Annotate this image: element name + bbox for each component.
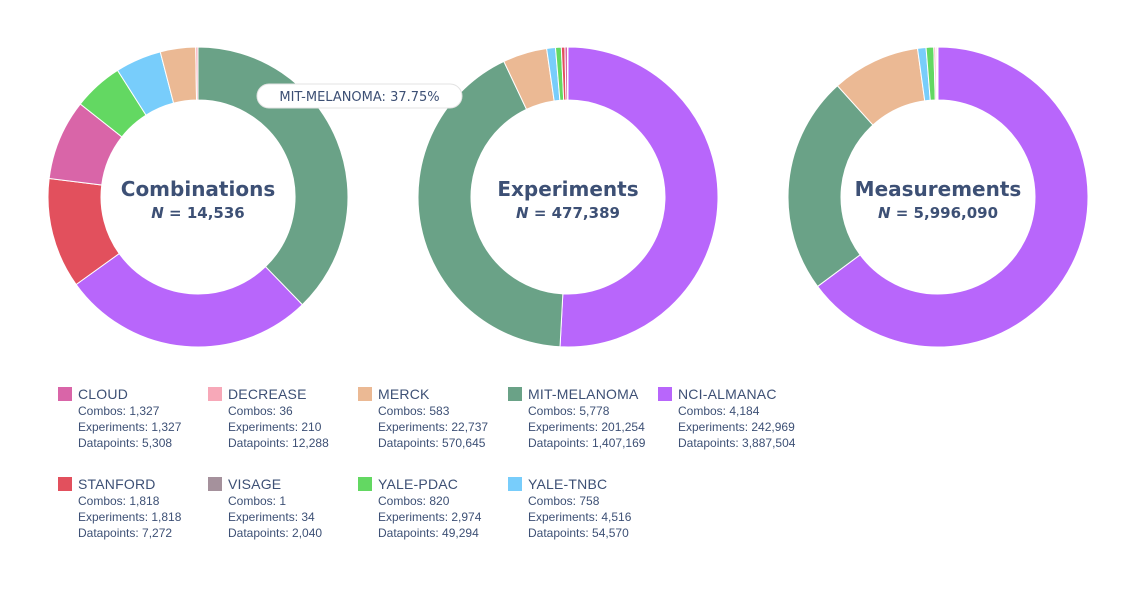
- legend-datapoints: Datapoints: 570,645: [378, 436, 486, 450]
- legend-label: CLOUD: [78, 386, 129, 402]
- legend-item-yale-pdac[interactable]: YALE-PDAC Combos: 820 Experiments: 2,974 Da…: [358, 475, 503, 541]
- legend-experiments: Experiments: 1,327: [78, 420, 182, 434]
- legend-item-cloud[interactable]: CLOUD Combos: 1,327 Experiments: 1,327 Data…: [58, 385, 203, 451]
- legend-swatch: [58, 387, 72, 401]
- legend-swatch: [658, 387, 672, 401]
- legend-label: YALE-PDAC: [378, 476, 459, 492]
- legend-item-visage[interactable]: VISAGE Combos: 1 Experiments: 34 Datapoints…: [208, 475, 353, 541]
- legend-swatch: [508, 387, 522, 401]
- legend-experiments: Experiments: 22,737: [378, 420, 489, 434]
- legend-label: YALE-TNBC: [528, 476, 608, 492]
- donut-total: N = 5,996,090: [878, 204, 998, 222]
- legend: CLOUD Combos: 1,327 Experiments: 1,327 Data…: [58, 385, 1058, 575]
- legend-experiments: Experiments: 201,254: [528, 420, 645, 434]
- legend-label: DECREASE: [228, 386, 307, 402]
- slice-decrease[interactable]: [195, 46, 199, 101]
- donut-title: Measurements: [855, 177, 1022, 201]
- slice-tooltip: MIT-MELANOMA: 37.75%: [256, 83, 463, 109]
- legend-item-decrease[interactable]: DECREASE Combos: 36 Experiments: 210 Datapo…: [208, 385, 353, 451]
- legend-item-stanford[interactable]: STANFORD Combos: 1,818 Experiments: 1,818 D…: [58, 475, 203, 541]
- legend-combos: Combos: 5,778: [528, 404, 610, 418]
- legend-datapoints: Datapoints: 7,272: [78, 526, 173, 540]
- legend-label: VISAGE: [228, 476, 282, 492]
- legend-item-yale-tnbc[interactable]: YALE-TNBC Combos: 758 Experiments: 4,516 Da…: [508, 475, 653, 541]
- legend-swatch: [508, 477, 522, 491]
- legend-experiments: Experiments: 1,818: [78, 510, 182, 524]
- measurements-donut: Measurements N = 5,996,090: [787, 46, 1089, 348]
- legend-swatch: [358, 387, 372, 401]
- legend-combos: Combos: 820: [378, 494, 450, 508]
- tooltip-text: MIT-MELANOMA: 37.75%: [279, 90, 439, 105]
- slice-mit-melanoma[interactable]: [417, 60, 564, 348]
- legend-item-mit-melanoma[interactable]: MIT-MELANOMA Combos: 5,778 Experiments: 20…: [508, 385, 653, 451]
- legend-datapoints: Datapoints: 3,887,504: [678, 436, 796, 450]
- donut-total: N = 14,536: [151, 204, 244, 222]
- slice-nci-almanac[interactable]: [75, 252, 304, 348]
- legend-experiments: Experiments: 242,969: [678, 420, 795, 434]
- legend-combos: Combos: 1,818: [78, 494, 160, 508]
- slice-nci-almanac[interactable]: [559, 46, 719, 348]
- legend-combos: Combos: 1: [228, 494, 287, 508]
- legend-item-merck[interactable]: MERCK Combos: 583 Experiments: 22,737 Datap…: [358, 385, 503, 451]
- legend-label: MERCK: [378, 386, 430, 402]
- legend-datapoints: Datapoints: 12,288: [228, 436, 329, 450]
- legend-combos: Combos: 4,184: [678, 404, 760, 418]
- combinations-donut: Combinations N = 14,536: [47, 46, 349, 348]
- legend-combos: Combos: 36: [228, 404, 293, 418]
- legend-combos: Combos: 1,327: [78, 404, 160, 418]
- legend-experiments: Experiments: 34: [228, 510, 315, 524]
- slice-nci-almanac[interactable]: [816, 46, 1089, 348]
- legend-swatch: [358, 477, 372, 491]
- legend-datapoints: Datapoints: 54,570: [528, 526, 629, 540]
- legend-datapoints: Datapoints: 49,294: [378, 526, 479, 540]
- legend-item-nci-almanac[interactable]: NCI-ALMANAC Combos: 4,184 Experiments: 242…: [658, 385, 803, 451]
- legend-combos: Combos: 583: [378, 404, 450, 418]
- legend-swatch: [208, 387, 222, 401]
- legend-experiments: Experiments: 2,974: [378, 510, 482, 524]
- legend-label: MIT-MELANOMA: [528, 386, 639, 402]
- donut-total: N = 477,389: [516, 204, 620, 222]
- legend-swatch: [58, 477, 72, 491]
- experiments-donut: Experiments N = 477,389: [417, 46, 719, 348]
- legend-combos: Combos: 758: [528, 494, 600, 508]
- legend-experiments: Experiments: 4,516: [528, 510, 632, 524]
- legend-swatch: [208, 477, 222, 491]
- legend-datapoints: Datapoints: 1,407,169: [528, 436, 646, 450]
- legend-datapoints: Datapoints: 2,040: [228, 526, 323, 540]
- donut-title: Combinations: [121, 177, 275, 201]
- legend-label: STANFORD: [78, 476, 156, 492]
- legend-experiments: Experiments: 210: [228, 420, 322, 434]
- legend-datapoints: Datapoints: 5,308: [78, 436, 173, 450]
- donut-title: Experiments: [497, 177, 638, 201]
- legend-label: NCI-ALMANAC: [678, 386, 777, 402]
- donut-charts: Combinations N = 14,536 Experiments N = 477…: [47, 46, 1089, 348]
